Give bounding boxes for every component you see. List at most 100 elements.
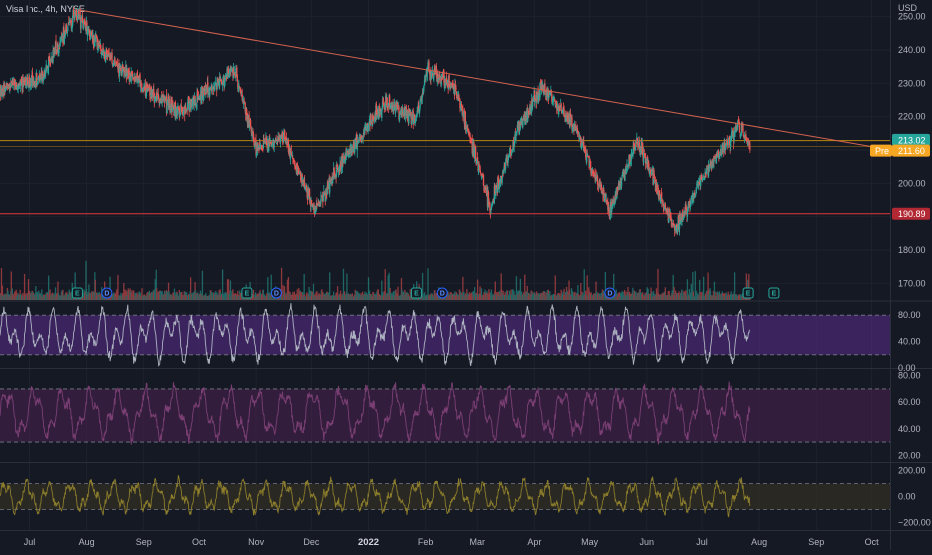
candle-body: [569, 113, 572, 118]
candle-body: [436, 74, 438, 83]
candle-body: [150, 87, 152, 97]
candle-body: [349, 146, 351, 154]
candle-body: [627, 164, 630, 167]
candle-body: [544, 84, 546, 91]
candle-body: [434, 67, 436, 73]
candle-body: [276, 141, 278, 143]
candle-body: [223, 77, 225, 86]
candle-body: [345, 150, 348, 157]
candle-body: [516, 125, 519, 131]
candle-body: [717, 150, 720, 158]
candle-body: [456, 94, 458, 96]
candle-body: [332, 175, 334, 181]
volume-bar: [190, 277, 192, 300]
volume-bar: [400, 278, 403, 300]
candle-body: [413, 118, 415, 124]
volume-bar: [570, 288, 573, 300]
candle-body: [522, 120, 524, 128]
candle-body: [423, 79, 426, 86]
candle-body: [151, 93, 153, 97]
candle-body: [736, 123, 739, 130]
candle-body: [554, 99, 556, 102]
candle-body: [491, 202, 494, 205]
volume-bar: [173, 288, 176, 300]
earnings-marker-label: E: [75, 291, 80, 298]
candle-body: [511, 150, 513, 153]
candle-body: [389, 95, 391, 105]
candle-body: [433, 71, 435, 78]
candle-body: [685, 208, 688, 211]
volume-bar: [713, 281, 716, 300]
candle-body: [291, 154, 293, 157]
volume-bar: [650, 287, 652, 300]
volume-bar: [316, 291, 318, 300]
candle-body: [644, 156, 646, 157]
candle-body: [343, 156, 346, 158]
candle-body: [250, 126, 252, 130]
candle-body: [550, 91, 552, 96]
candle-body: [564, 115, 567, 122]
volume-bar: [262, 289, 265, 300]
candle-body: [503, 164, 506, 168]
candle-body: [279, 137, 282, 143]
candle-body: [370, 120, 373, 122]
candle-body: [685, 204, 687, 210]
candle-body: [592, 171, 595, 174]
candle-body: [158, 96, 160, 100]
candle-body: [114, 64, 117, 66]
candle-body: [459, 99, 461, 108]
candle-body: [656, 188, 658, 190]
candle-body: [169, 105, 172, 113]
candle-body: [387, 106, 389, 108]
volume-bar: [657, 268, 659, 300]
volume-bar: [197, 292, 199, 300]
candle-body: [576, 128, 579, 135]
earnings-marker-box: [71, 287, 83, 299]
candle-body: [176, 109, 179, 115]
candle-body: [327, 183, 329, 189]
candle-body: [571, 116, 573, 130]
candle-body: [702, 178, 704, 181]
candle-body: [236, 67, 238, 77]
candle-body: [68, 21, 70, 23]
candle-body: [603, 189, 605, 200]
volume-bar: [10, 271, 12, 300]
candle-body: [187, 102, 189, 110]
candle-body: [253, 142, 255, 146]
candle-body: [361, 137, 363, 140]
candle-body: [76, 14, 78, 16]
volume-bar: [381, 280, 383, 300]
candle-body: [190, 100, 192, 110]
candle-body: [251, 131, 253, 137]
candle-body: [238, 86, 240, 88]
candle-body: [483, 190, 486, 192]
candle-body: [115, 63, 117, 65]
candle-body: [86, 32, 89, 35]
rsi-y-tick: 60.00: [898, 397, 921, 407]
candle-body: [39, 74, 41, 81]
candle-body: [157, 94, 159, 99]
candle-body: [36, 73, 38, 86]
candle-body: [153, 88, 155, 94]
y-tick-label: 230.00: [898, 78, 926, 88]
candle-body: [670, 217, 672, 222]
candle-body: [335, 164, 338, 176]
candle-body: [10, 80, 12, 83]
stochastic-y-tick: 80.00: [898, 310, 921, 320]
candle-body: [417, 110, 419, 112]
candle-body: [122, 67, 124, 69]
candle-body: [286, 144, 289, 146]
candle-body: [690, 200, 692, 206]
volume-bar: [312, 283, 315, 300]
candle-body: [497, 177, 499, 193]
support-tag-bg: [892, 207, 930, 220]
candle-body: [178, 107, 181, 118]
candle-body: [200, 89, 203, 104]
candle-body: [673, 226, 675, 228]
candle-body: [698, 182, 700, 186]
candle-body: [202, 96, 205, 101]
candle-body: [606, 200, 608, 205]
earnings-marker: E: [71, 287, 83, 299]
